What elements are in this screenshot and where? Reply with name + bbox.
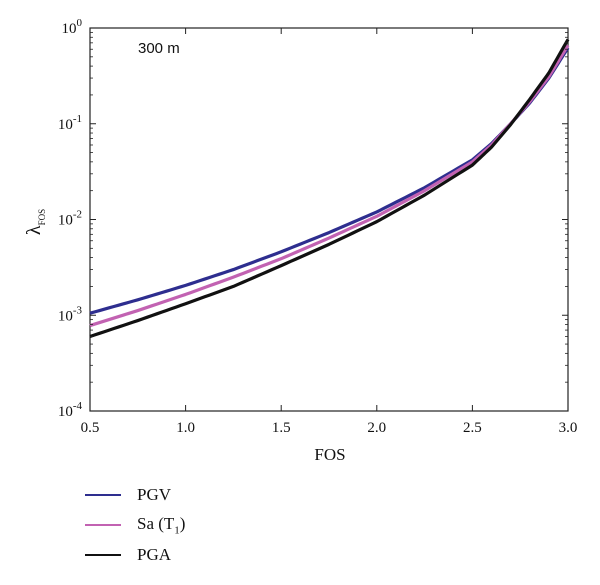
y-tick-label: 100 <box>62 17 83 37</box>
legend-label: PGV <box>137 485 172 504</box>
legend: PGV Sa (T1) PGA <box>85 480 345 570</box>
y-axis-title: λFOS <box>23 209 47 235</box>
x-tick-label: 1.5 <box>272 420 291 436</box>
plot-frame <box>89 27 569 412</box>
y-tick-label: 10-2 <box>58 209 82 229</box>
legend-swatch <box>85 494 121 496</box>
series-line-pga <box>89 38 570 339</box>
y-axis-title-sub: FOS <box>37 209 47 226</box>
legend-swatch <box>85 524 121 526</box>
x-tick-label: 2.0 <box>367 420 386 436</box>
annotation-label: 300 m <box>138 40 180 57</box>
x-tick-label: 1.0 <box>176 420 195 436</box>
y-tick-label: 10-3 <box>58 304 83 324</box>
legend-swatch <box>85 554 121 556</box>
y-tick-label: 10-4 <box>58 400 83 420</box>
x-axis-title: FOS <box>314 445 345 464</box>
y-tick-label: 10-1 <box>58 113 82 133</box>
legend-label: Sa (T1) <box>137 513 186 537</box>
legend-item: PGA <box>85 540 345 570</box>
series-line-pgv <box>89 47 570 315</box>
x-tick-label: 0.5 <box>81 420 100 436</box>
y-axis-title-main: λ <box>23 225 45 235</box>
series-line-sa-t <box>89 44 570 328</box>
x-tick-label: 2.5 <box>463 420 482 436</box>
series-layer <box>89 38 570 339</box>
ticks-layer: 0.5 1.0 1.5 2.0 2.5 3.0 10-4 10-3 10-2 10-1 100 <box>58 17 578 436</box>
svg-text:λFOS: λFOS <box>23 209 47 235</box>
legend-item: Sa (T1) <box>85 510 345 540</box>
legend-item: PGV <box>85 480 345 510</box>
legend-label: PGA <box>137 545 172 564</box>
x-tick-label: 3.0 <box>559 420 578 436</box>
plot-area-border <box>89 27 569 412</box>
